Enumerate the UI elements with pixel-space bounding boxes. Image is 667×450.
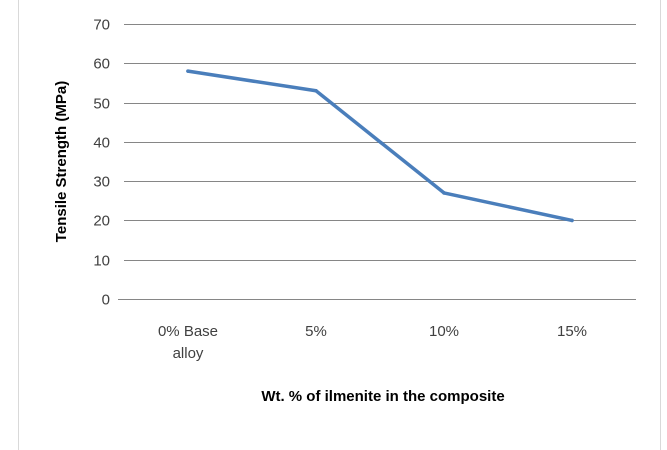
series-layer (186, 69, 574, 223)
y-tick-label: 0 (102, 292, 110, 309)
data-point (314, 88, 318, 93)
x-tick-label-line: 5% (305, 323, 327, 340)
data-point (442, 191, 446, 195)
x-tick-label: 15% (557, 323, 587, 340)
x-tick-label-line: alloy (173, 345, 204, 362)
x-tick-label: 5% (305, 323, 327, 340)
y-tick-label: 50 (93, 96, 110, 113)
data-point (186, 69, 190, 73)
y-tick-label: 20 (93, 213, 110, 230)
chart-frame (18, 0, 661, 450)
x-tick-label-line: 0% Base (158, 323, 218, 340)
x-tick-label-line: 15% (557, 323, 587, 340)
y-tick-label: 60 (93, 56, 110, 73)
y-tick-label: 70 (93, 17, 110, 34)
x-tick-label: 10% (429, 323, 459, 340)
series-line (186, 69, 574, 223)
x-tick-label-line: 10% (429, 323, 459, 340)
x-tick-labels: 0% Base alloy 5% 10% 15% (158, 323, 587, 362)
y-tick-label: 30 (93, 174, 110, 191)
x-axis-title: Wt. % of ilmenite in the composite (261, 388, 504, 405)
y-tick-label: 10 (93, 253, 110, 270)
y-tick-labels: 0 10 20 30 40 50 60 70 (93, 17, 110, 309)
gridlines (118, 24, 636, 300)
y-tick-label: 40 (93, 135, 110, 152)
y-axis-title: Tensile Strength (MPa) (53, 81, 70, 242)
data-point (570, 218, 574, 223)
x-tick-label: 0% Base alloy (158, 323, 218, 362)
